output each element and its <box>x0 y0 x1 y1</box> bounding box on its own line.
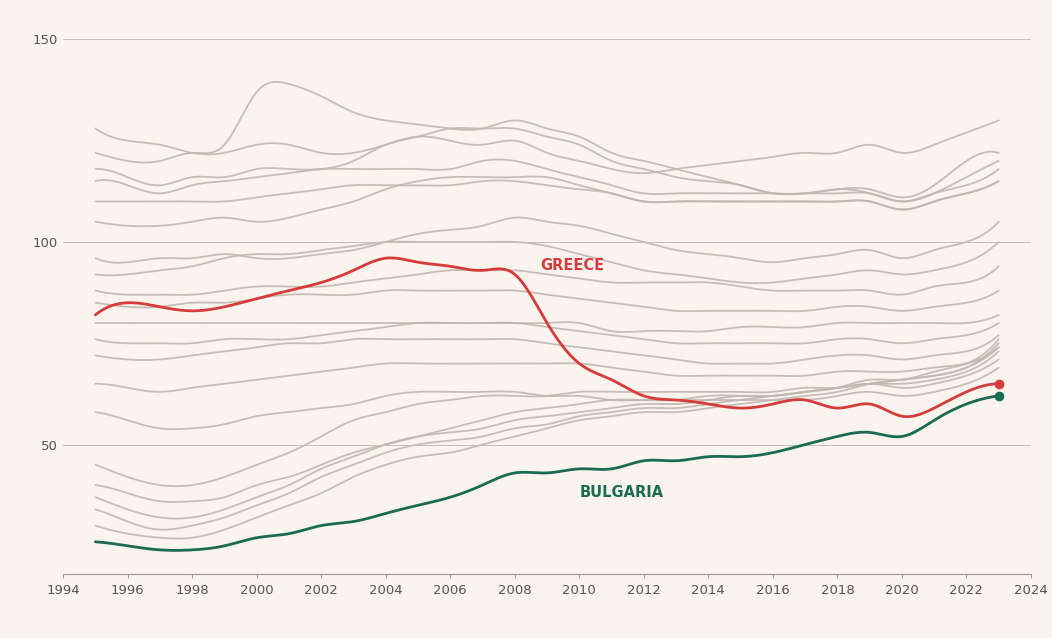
Text: BULGARIA: BULGARIA <box>580 486 664 500</box>
Text: GREECE: GREECE <box>541 258 605 273</box>
